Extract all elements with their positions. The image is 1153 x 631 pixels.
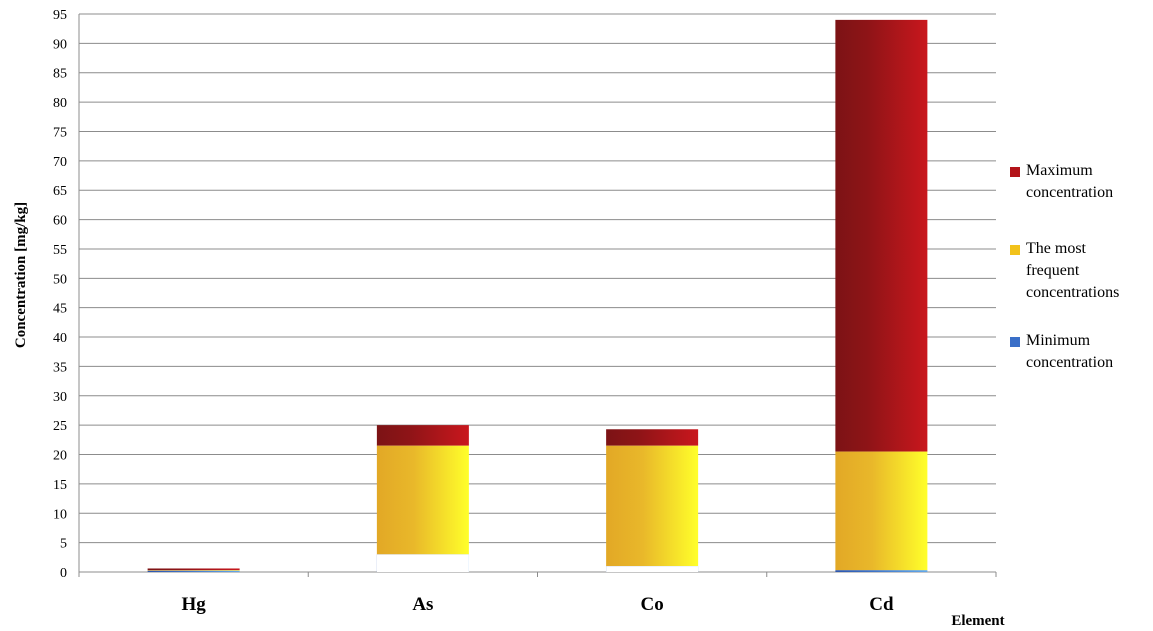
legend-swatch-maximum (1010, 167, 1020, 177)
y-tick-label: 95 (53, 8, 67, 23)
y-tick-label: 50 (53, 272, 67, 287)
bar-max-cd (835, 19, 928, 452)
bar-gap-mask (606, 566, 699, 572)
legend-item-most-frequent: The most frequent concentrations (1010, 238, 1153, 304)
y-tick-label: 15 (53, 478, 67, 493)
bar-frequent-as (376, 445, 469, 555)
bar-frequent-hg (147, 570, 240, 571)
y-tick-label: 10 (53, 507, 67, 522)
bar-frequent-co (606, 445, 699, 567)
legend-swatch-minimum (1010, 337, 1020, 347)
legend-label-line: concentrations (1026, 284, 1120, 301)
y-tick-label: 70 (53, 155, 67, 170)
legend-label-line: concentration (1026, 354, 1114, 371)
y-tick-label: 35 (53, 360, 67, 375)
bar-gap-mask (376, 554, 469, 572)
legend-swatch-most-frequent (1010, 245, 1020, 255)
y-tick-label: 0 (60, 566, 67, 581)
legend-label-line: Minimum (1026, 332, 1091, 349)
legend-label-line: Maximum (1026, 162, 1093, 179)
x-axis-title: Element (951, 613, 1004, 629)
y-tick-label: 80 (53, 96, 67, 111)
legend-item-maximum: Maximum concentration (1010, 160, 1153, 204)
x-tick-label: Cd (869, 594, 894, 615)
legend-item-minimum: Minimum concentration (1010, 330, 1153, 374)
y-tick-label: 5 (60, 537, 67, 552)
x-tick-label: Co (641, 594, 664, 615)
bar-frequent-cd (835, 451, 928, 571)
y-tick-label: 75 (53, 125, 67, 140)
y-tick-label: 90 (53, 37, 67, 52)
bar-min-hg (147, 570, 240, 572)
y-tick-label: 85 (53, 67, 67, 82)
legend-label-line: concentration (1026, 184, 1114, 201)
y-tick-label: 25 (53, 419, 67, 434)
legend-label-line: The most (1026, 240, 1086, 257)
bars (147, 19, 928, 572)
y-tick-label: 60 (53, 214, 67, 229)
y-axis-title: Concentration [mg/kg] (13, 202, 29, 348)
x-tick-label: As (412, 594, 433, 615)
x-tick-label: Hg (181, 594, 206, 615)
bar-max-as (376, 425, 469, 446)
y-tick-label: 65 (53, 184, 67, 199)
legend-label-line: frequent (1026, 262, 1080, 279)
y-tick-label: 30 (53, 390, 67, 405)
y-tick-label: 20 (53, 449, 67, 464)
axis-labels: 0 5 10 15 20 25 30 35 40 45 50 55 60 65 70 75 80 85 90 95 Hg… (53, 8, 894, 615)
y-tick-label: 40 (53, 331, 67, 346)
y-tick-label: 55 (53, 243, 67, 258)
bar-max-hg (147, 568, 240, 571)
bar-min-cd (835, 570, 928, 572)
legend: Maximum concentration The most frequent … (1010, 160, 1153, 374)
bar-max-co (606, 429, 699, 446)
y-tick-label: 45 (53, 302, 67, 317)
